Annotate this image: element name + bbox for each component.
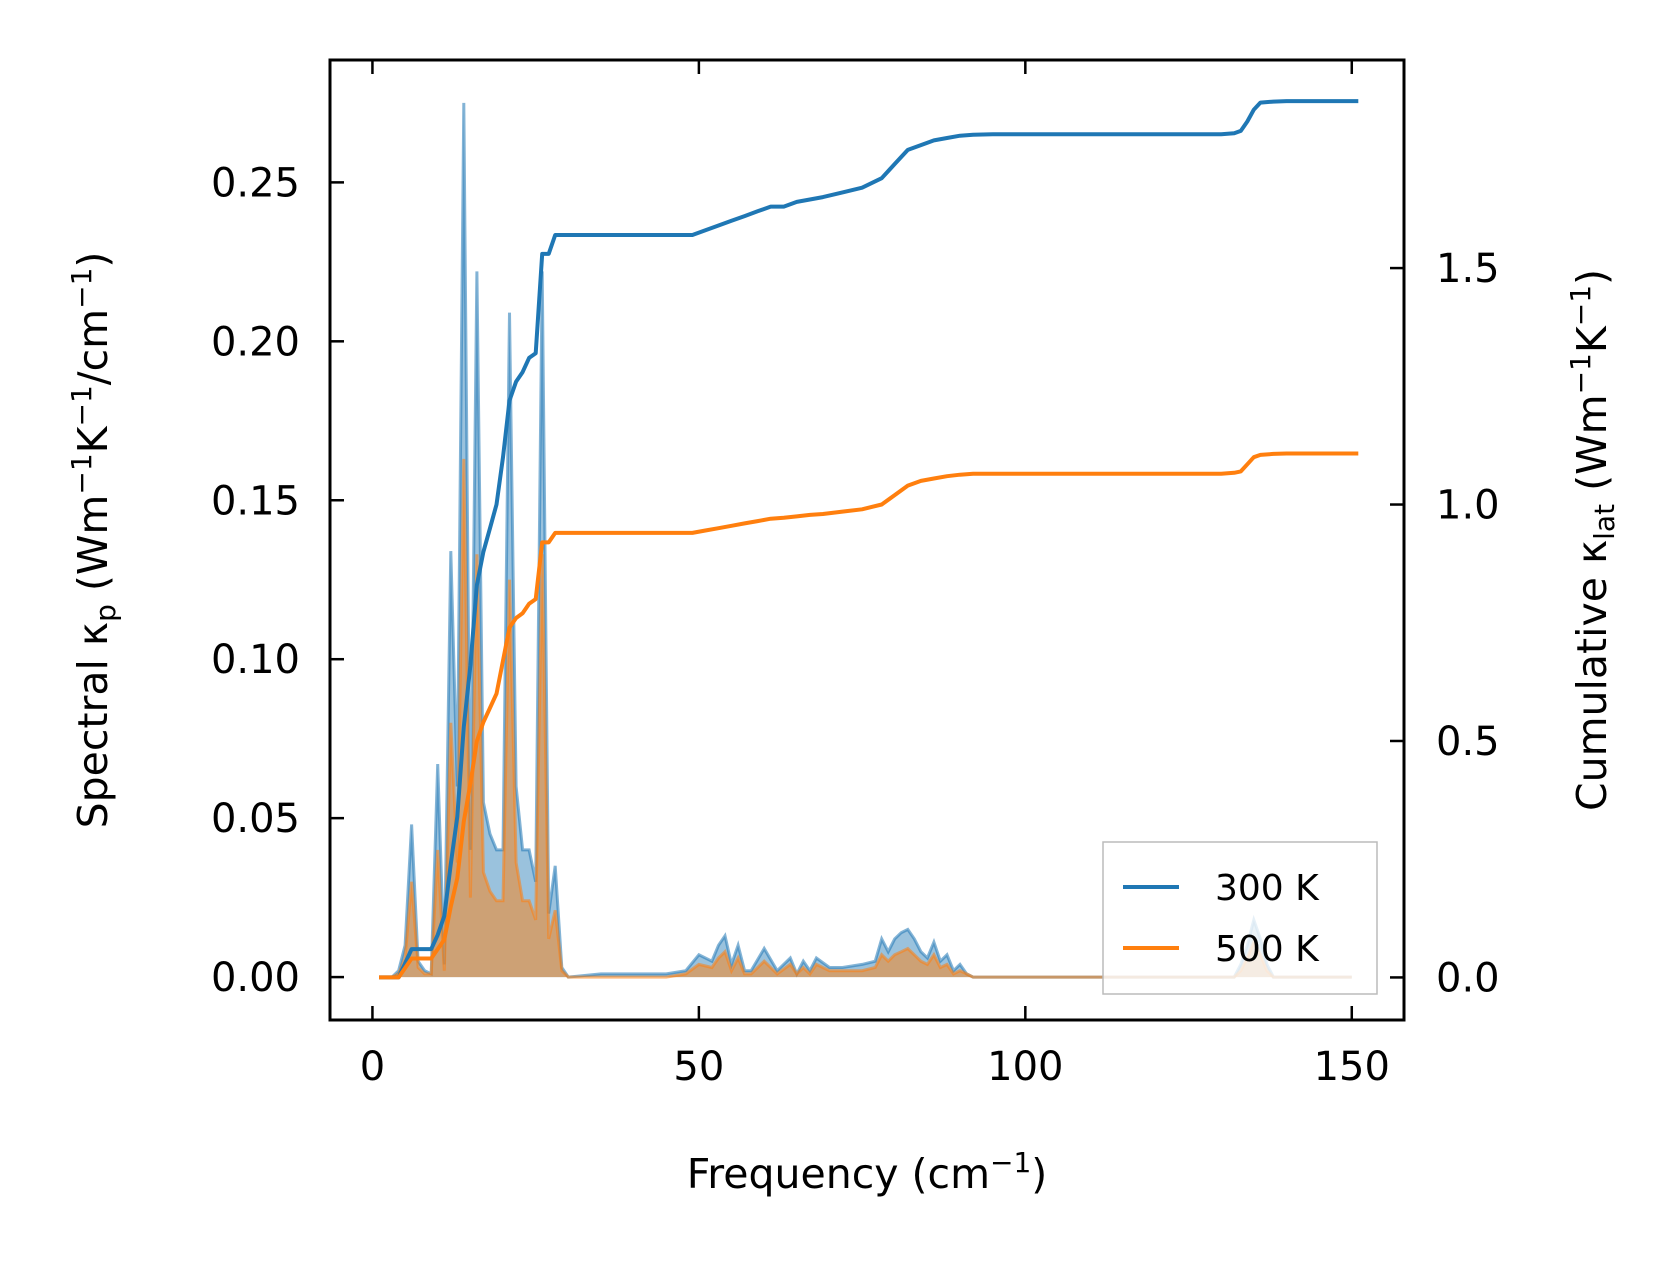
right-y-title-sub: lat (1588, 504, 1621, 540)
x-axis-title-sup: −1 (990, 1146, 1031, 1179)
x-tick-label-150: 150 (1314, 1044, 1390, 1090)
legend: 300 K 500 K (1102, 841, 1378, 995)
right-y-tick-label-2: 1.0 (1436, 483, 1500, 529)
left-y-title-mid2: K (69, 425, 117, 453)
right-y-title-pre: Cumulative κ (1568, 540, 1616, 811)
x-tick-label-50: 50 (673, 1044, 724, 1090)
left-y-tick-label-4: 0.20 (211, 319, 300, 365)
right-y-title-sup2: −1 (1564, 285, 1597, 326)
left-y-tick-label-5: 0.25 (211, 160, 300, 206)
left-y-tick-label-0: 0.00 (211, 955, 300, 1001)
spectral-area-layer (379, 102, 1352, 979)
left-y-title-mid3: /cm (69, 309, 117, 385)
left-y-axis-title: Spectral κp (Wm−1K−1/cm−1) (65, 252, 122, 829)
spectral-line-500k (379, 458, 1352, 979)
x-tick-label-100: 100 (987, 1044, 1063, 1090)
legend-label-500k: 500 K (1215, 929, 1320, 970)
left-y-tick-label-3: 0.15 (211, 478, 300, 524)
left-y-title-sup1: −1 (65, 453, 98, 494)
right-y-axis-title: Cumulative κlat (Wm−1K−1) (1564, 269, 1621, 811)
left-y-tick-label-1: 0.05 (211, 796, 300, 842)
right-y-title-mid1: (Wm (1568, 394, 1616, 504)
right-y-title-tail: ) (1568, 269, 1616, 285)
x-tick-label-0: 0 (360, 1044, 385, 1090)
x-axis-title-tail: ) (1031, 1150, 1047, 1198)
x-axis-title: Frequency (cm−1) (687, 1146, 1048, 1198)
tick-layer: 0 50 100 150 0.00 0.05 0.10 0.15 0.20 0.25 0.0 0.5 1… (211, 60, 1500, 1090)
left-y-title-sup3: −1 (65, 268, 98, 309)
right-y-tick-label-0: 0.0 (1436, 955, 1500, 1001)
legend-box (1102, 841, 1378, 995)
left-y-title-pre: Spectral κ (69, 622, 117, 828)
right-y-title-mid2: K (1568, 325, 1616, 353)
left-y-title-tail: ) (69, 252, 117, 268)
x-axis-title-main: Frequency (cm (687, 1150, 990, 1198)
right-y-title-sup1: −1 (1564, 353, 1597, 394)
left-y-tick-label-2: 0.10 (211, 637, 300, 683)
left-y-title-mid1: (Wm (69, 495, 117, 605)
right-y-tick-label-3: 1.5 (1436, 246, 1500, 292)
cumulative-line-500k (379, 451, 1359, 980)
plot-frame (328, 58, 1406, 1022)
cumulative-line-300k (379, 99, 1359, 980)
legend-label-300k: 300 K (1215, 868, 1320, 909)
left-y-title-sub: p (89, 604, 122, 622)
spectral-area-500k (379, 458, 1352, 978)
cumulative-line-layer (379, 99, 1359, 980)
left-y-title-sup2: −1 (65, 385, 98, 426)
right-y-tick-label-1: 0.5 (1436, 719, 1500, 765)
